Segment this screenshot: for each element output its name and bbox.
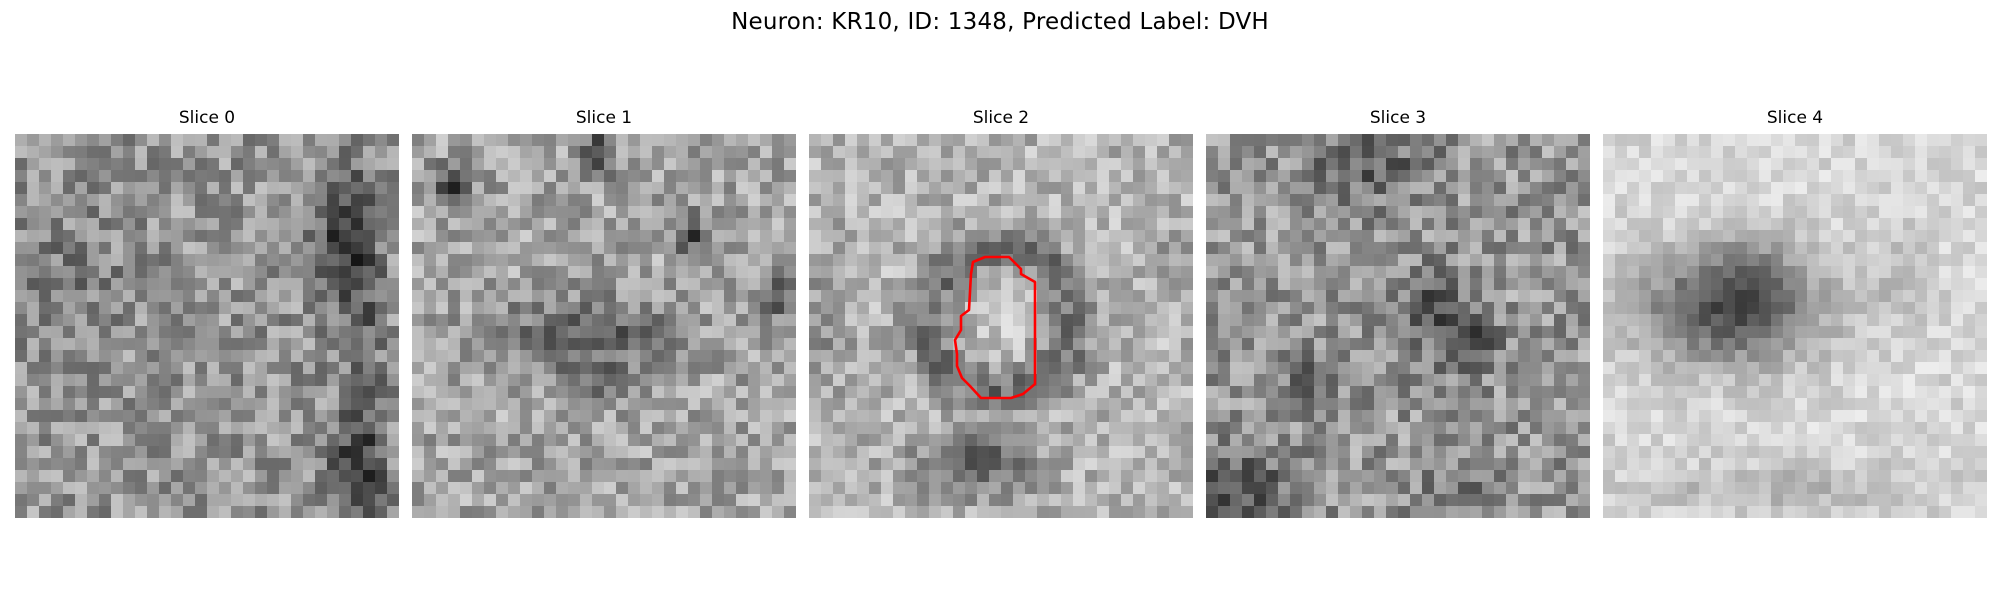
slice-panel-4: Slice 4 [1603, 108, 1987, 518]
slice-title: Slice 3 [1369, 108, 1427, 128]
slice-title: Slice 0 [178, 108, 236, 128]
slice-panel-0: Slice 0 [15, 108, 399, 518]
figure-title: Neuron: KR10, ID: 1348, Predicted Label:… [731, 9, 1269, 35]
slice-image [412, 134, 796, 518]
slice-image [1206, 134, 1590, 518]
slice-title: Slice 2 [972, 108, 1030, 128]
slice-image [15, 134, 399, 518]
slice-panel-3: Slice 3 [1206, 108, 1590, 518]
slice-image [809, 134, 1193, 518]
slice-title: Slice 1 [575, 108, 633, 128]
slice-panel-2: Slice 2 [809, 108, 1193, 518]
slice-title: Slice 4 [1766, 108, 1824, 128]
slice-panel-1: Slice 1 [412, 108, 796, 518]
slice-image [1603, 134, 1987, 518]
